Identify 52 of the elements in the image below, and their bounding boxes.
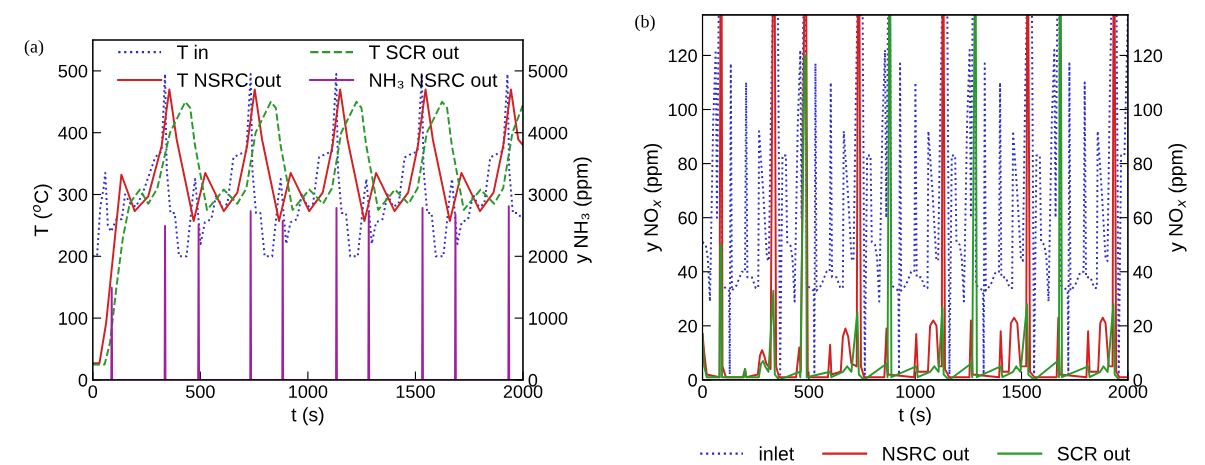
y2-axis-title: y NH₃ (ppm) bbox=[573, 157, 592, 264]
x-axis-title: t (s) bbox=[898, 407, 931, 426]
y2-tick-label: 20 bbox=[1133, 319, 1153, 333]
x-tick-label: 500 bbox=[185, 385, 215, 399]
legend-label: T NSRC out bbox=[177, 73, 281, 87]
y-tick-label: 400 bbox=[58, 126, 88, 140]
x-tick-label: 1000 bbox=[289, 385, 328, 399]
text: (a) bbox=[24, 39, 44, 57]
y2-tick-label: 3000 bbox=[528, 188, 568, 202]
y2-tick-label: 2000 bbox=[528, 250, 568, 264]
y-axis-title: y NO$_{x}$ (ppm) bbox=[643, 144, 662, 252]
y2-tick-label: 1000 bbox=[529, 312, 568, 325]
legend-label: SCR out bbox=[1057, 446, 1131, 461]
y-tick-label: 80 bbox=[678, 157, 697, 171]
y-tick-label: 20 bbox=[678, 319, 697, 333]
line-series bbox=[92, 73, 523, 258]
y2-tick-label: 120 bbox=[1134, 49, 1163, 63]
x-tick-label: 2000 bbox=[503, 385, 543, 399]
x-axis-title: t (s) bbox=[291, 407, 324, 426]
x-tick-label: 500 bbox=[794, 385, 824, 399]
y2-axis-title: y NO$_{x}$ (ppm) bbox=[1168, 144, 1187, 252]
y2-tick-label: 60 bbox=[1133, 211, 1153, 225]
y-tick-label: 120 bbox=[668, 49, 697, 63]
x-tick-label: 1500 bbox=[396, 385, 435, 399]
legend-label: T SCR out bbox=[369, 45, 459, 60]
y-tick-label: 200 bbox=[58, 250, 88, 264]
y2-tick-label: 0 bbox=[1133, 373, 1143, 387]
x-tick-label: 0 bbox=[88, 385, 98, 399]
y2-tick-label: 40 bbox=[1133, 265, 1153, 279]
y-tick-label: 60 bbox=[678, 211, 697, 225]
x-tick-label: 2000 bbox=[1108, 385, 1148, 399]
legend-label: NSRC out bbox=[883, 446, 970, 461]
x-tick-label: 1000 bbox=[896, 385, 935, 399]
y2-tick-label: 0 bbox=[528, 373, 538, 387]
legend-label: NH₃ NSRC out bbox=[370, 73, 498, 89]
y2-tick-label: 100 bbox=[1134, 103, 1163, 117]
x-tick-label: 1500 bbox=[1002, 385, 1041, 399]
y2-tick-label: 80 bbox=[1133, 157, 1153, 171]
y2-tick-label: 5000 bbox=[528, 64, 568, 78]
y-tick-label: 100 bbox=[59, 312, 88, 325]
y2-tick-label: 4000 bbox=[528, 126, 568, 140]
y-tick-label: 0 bbox=[688, 373, 697, 387]
legend-label: T in bbox=[177, 44, 208, 59]
x-tick-label: 0 bbox=[698, 385, 707, 399]
legend-label: inlet bbox=[759, 446, 795, 461]
y-tick-label: 100 bbox=[668, 103, 697, 117]
y-tick-label: 300 bbox=[58, 188, 88, 202]
y-tick-label: 40 bbox=[677, 265, 697, 279]
y-axis-title: T ($^{o}$C) bbox=[33, 184, 53, 237]
y-tick-label: 500 bbox=[58, 64, 88, 78]
y-tick-label: 0 bbox=[78, 373, 88, 387]
text: (b) bbox=[635, 14, 655, 32]
